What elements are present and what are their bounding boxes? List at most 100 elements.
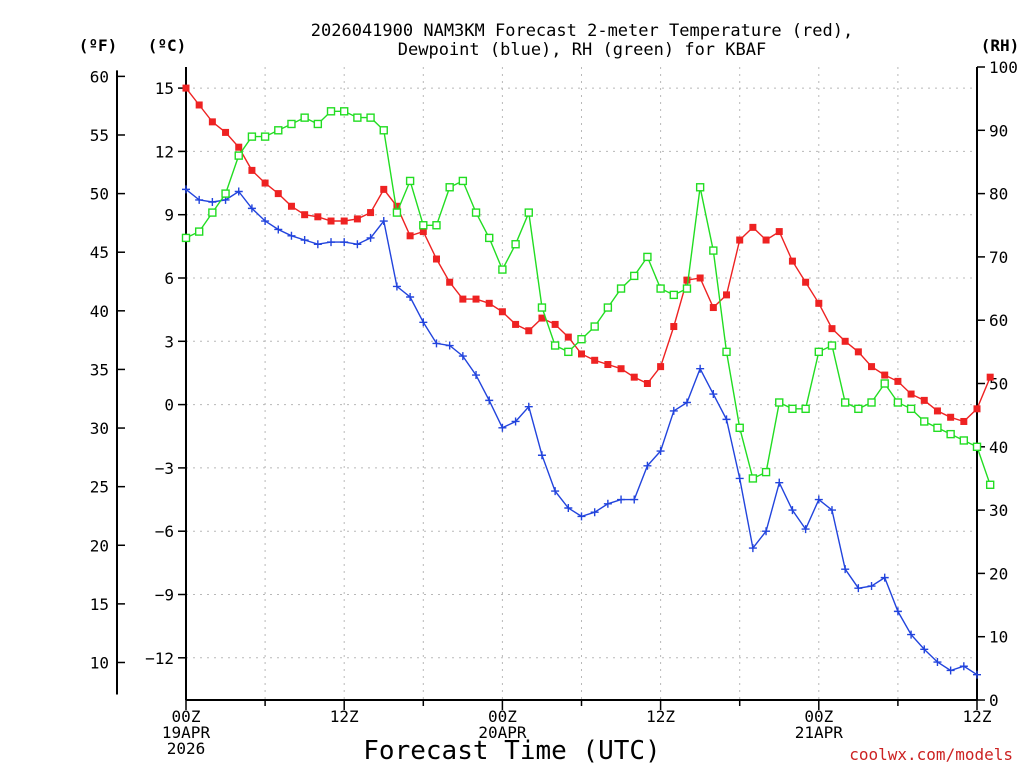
temperature-point	[380, 185, 388, 193]
chart-title-line1: 2026041900 NAM3KM Forecast 2-meter Tempe…	[311, 21, 853, 41]
temperature-point	[274, 190, 282, 198]
dewpoint-point	[669, 406, 678, 415]
series-line-2	[185, 110, 991, 486]
temperature-point	[182, 84, 190, 92]
dewpoint-point	[274, 225, 283, 234]
temperature-point	[512, 320, 520, 328]
rh-point	[405, 176, 415, 186]
temperature-point	[578, 350, 585, 358]
celsius-tick-label: −9	[155, 586, 174, 605]
dewpoint-point	[630, 495, 639, 504]
rh-point	[564, 347, 573, 357]
temperature-point	[960, 417, 968, 425]
dewpoint-point	[682, 398, 691, 407]
rh-tick-label: 70	[989, 248, 1008, 267]
temperature-point	[419, 228, 427, 236]
rh-point	[537, 303, 547, 312]
rh-point	[221, 189, 230, 198]
rh-point	[392, 208, 402, 217]
rh-tick-label: 20	[989, 564, 1008, 583]
dewpoint-point	[524, 402, 533, 411]
rh-tick-label: 10	[989, 628, 1008, 647]
axes: 605550454035302520151015129630−3−6−9−121…	[90, 58, 1018, 758]
dewpoint-point	[287, 231, 296, 240]
rh-point	[260, 132, 270, 141]
rh-point	[616, 284, 626, 293]
dewpoint-point	[564, 503, 573, 512]
dewpoint-point	[643, 461, 652, 470]
temperature-point	[222, 128, 230, 136]
temperature-point	[868, 363, 876, 371]
temperature-point	[947, 413, 955, 421]
time-tick-label: 12Z	[646, 707, 675, 726]
dewpoint-point	[182, 185, 190, 194]
temperature-point	[657, 363, 665, 371]
dewpoint-point	[893, 607, 902, 616]
temperature-point	[696, 274, 704, 282]
temperature-point	[920, 396, 928, 404]
rh-point	[814, 347, 823, 357]
celsius-tick-label: 6	[164, 269, 174, 288]
time-tick-label: 2026	[167, 739, 206, 758]
fahrenheit-unit-label: (ºF)	[79, 36, 118, 55]
dewpoint-point	[590, 508, 599, 517]
temperature-point	[551, 320, 559, 328]
rh-point	[379, 126, 388, 135]
rh-tick-label: 80	[989, 185, 1008, 204]
rh-point	[972, 442, 982, 451]
rh-point	[933, 423, 942, 433]
temperature-point	[643, 380, 651, 387]
rh-point	[511, 240, 520, 249]
dewpoint-point	[696, 364, 705, 373]
rh-point	[340, 107, 349, 116]
temperature-point	[248, 166, 256, 174]
temperature-point	[525, 327, 533, 335]
dewpoint-point	[432, 339, 441, 348]
rh-point	[313, 119, 323, 129]
dewpoint-point	[722, 415, 731, 424]
temperature-point	[287, 202, 295, 210]
temperature-point	[762, 236, 770, 244]
temperature-point	[973, 405, 981, 413]
temperature-point	[802, 278, 810, 286]
fahrenheit-tick-label: 50	[90, 185, 109, 204]
dewpoint-point	[788, 506, 797, 515]
dewpoint-point	[907, 630, 916, 639]
dewpoint-point	[946, 666, 955, 675]
rh-point	[471, 208, 481, 217]
dewpoint-point	[880, 573, 889, 582]
dewpoint-point	[406, 292, 415, 301]
temperature-point	[340, 217, 348, 225]
dewpoint-point	[419, 318, 428, 327]
rh-point	[985, 480, 995, 489]
temperature-point	[353, 215, 361, 223]
time-tick-label: 20APR	[478, 723, 527, 742]
rh-tick-label: 60	[989, 311, 1008, 330]
rh-point	[827, 341, 837, 350]
temperature-point	[261, 179, 269, 187]
rh-point	[748, 474, 758, 483]
celsius-tick-label: −3	[155, 459, 174, 478]
rh-point	[906, 404, 916, 414]
rh-point	[590, 322, 599, 331]
dewpoint-point	[973, 670, 981, 679]
dewpoint-point	[511, 417, 520, 426]
time-tick-label: 00Z	[804, 707, 833, 726]
temperature-point	[617, 365, 625, 373]
temperature-point	[406, 232, 414, 240]
temperature-point	[841, 337, 849, 345]
x-axis-label: Forecast Time (UTC)	[363, 736, 660, 766]
dewpoint-point	[392, 282, 401, 291]
rh-point	[366, 113, 375, 122]
temperature-point	[788, 257, 796, 265]
chart-title-line2: Dewpoint (blue), RH (green) for KBAF	[398, 40, 766, 60]
dewpoint-point	[366, 233, 375, 242]
celsius-tick-label: 9	[164, 206, 174, 225]
time-tick-label: 12Z	[330, 707, 359, 726]
dewpoint-point	[208, 198, 217, 207]
dewpoint-point	[247, 204, 256, 213]
rh-point	[550, 341, 560, 350]
rh-point	[353, 113, 362, 122]
rh-point	[656, 284, 665, 293]
temperature-point	[907, 390, 915, 398]
